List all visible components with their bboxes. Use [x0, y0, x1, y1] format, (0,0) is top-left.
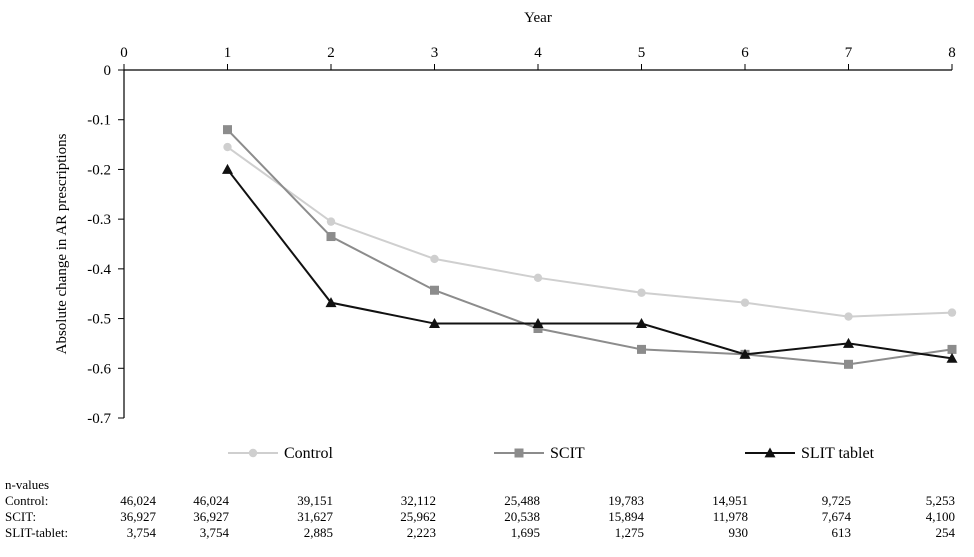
- series-scit: [223, 125, 957, 369]
- n-values-cell: 4,100: [925, 509, 955, 524]
- data-point-slit-tablet: [222, 163, 233, 174]
- n-values-cell: 20,538: [504, 509, 540, 524]
- n-values-table: n-values Control: 46,024 46,024 39,151 32,11…: [5, 477, 965, 541]
- data-point-scit: [947, 344, 957, 354]
- n-values-cell: 14,951: [712, 493, 748, 508]
- n-values-row: SLIT-tablet: 3,754 3,754 2,885 2,223 1,695 1,2…: [5, 525, 965, 541]
- data-point-scit: [844, 359, 853, 369]
- y-tick-label: -0.6: [87, 361, 111, 377]
- n-values-cell: 11,978: [712, 509, 748, 524]
- data-point-scit: [637, 344, 646, 354]
- y-tick-label: -0.1: [87, 113, 111, 129]
- legend: Control SCIT SLIT tablet: [228, 445, 875, 462]
- data-point-scit: [223, 125, 232, 135]
- data-point-slit-tablet: [843, 337, 854, 348]
- n-values-cell: 2,885: [303, 525, 333, 540]
- y-tick-label: 0: [104, 63, 112, 79]
- y-tick-label: -0.4: [87, 262, 111, 278]
- legend-item-slit-tablet: SLIT tablet: [745, 445, 875, 462]
- n-values-row: Control: 46,024 46,024 39,151 32,112 25,488 19…: [5, 493, 965, 509]
- y-tick-label: -0.2: [87, 162, 111, 178]
- data-point-control: [533, 273, 543, 283]
- data-point-slit-tablet: [325, 297, 337, 308]
- data-point-slit-tablet: [532, 318, 544, 328]
- n-values-cell: 2,223: [406, 525, 436, 540]
- series-slit-tablet: [222, 163, 958, 363]
- x-tick-label: 4: [534, 45, 542, 61]
- data-point-slit-tablet: [429, 318, 440, 328]
- n-values-cell: 3,754: [126, 525, 156, 540]
- n-values-cell: 25,488: [504, 493, 540, 508]
- legend-marker-control: [248, 448, 258, 458]
- n-values-cell: 9,725: [821, 493, 851, 508]
- series-control: [223, 142, 957, 321]
- x-tick-label: 1: [224, 45, 232, 61]
- data-point-scit: [326, 232, 336, 242]
- data-point-control: [740, 298, 750, 307]
- n-values-rows: Control: 46,024 46,024 39,151 32,112 25,488 19…: [5, 493, 965, 541]
- n-values-cell: 46,024: [193, 493, 229, 508]
- data-point-slit-tablet: [946, 352, 958, 363]
- n-values-cell: 5,253: [925, 493, 955, 508]
- legend-item-control: Control: [228, 445, 333, 462]
- n-values-title: n-values: [5, 477, 50, 492]
- data-point-control: [844, 312, 853, 321]
- n-values-cell: 39,151: [297, 493, 333, 508]
- axes: 0 1 2 3 4 5 6 7 8 0 -0.1 -0.2 -0.3 -0.4 -0.5 -0.6 -0.7: [87, 45, 956, 427]
- data-point-control: [947, 308, 957, 317]
- n-values-cell: 15,894: [608, 509, 644, 524]
- data-point-scit: [430, 285, 439, 295]
- n-values-cell: 3,754: [199, 525, 229, 540]
- data-point-slit-tablet: [636, 318, 647, 328]
- n-values-cell: 31,627: [297, 509, 333, 524]
- series-line-slit-tablet: [226, 168, 953, 360]
- y-tick-label: -0.5: [87, 312, 111, 328]
- legend-label-control: Control: [284, 445, 333, 462]
- n-values-cell: 32,112: [400, 493, 436, 508]
- n-values-cell: 1,695: [510, 525, 540, 540]
- series-line-control: [226, 146, 953, 318]
- n-values-cell: 19,783: [608, 493, 644, 508]
- legend-marker-scit: [514, 448, 524, 458]
- data-point-control: [430, 254, 439, 264]
- legend-marker-slit-tablet: [764, 447, 776, 458]
- n-values-cell: 46,024: [120, 493, 156, 508]
- n-values-cell: 613: [831, 525, 852, 540]
- n-values-row-label: Control:: [5, 493, 49, 508]
- n-values-row-label: SLIT-tablet:: [5, 525, 69, 540]
- data-point-scit: [533, 324, 543, 334]
- x-axis-title: Year: [524, 10, 552, 26]
- legend-item-scit: SCIT: [494, 445, 585, 462]
- x-tick-label: 3: [431, 45, 439, 61]
- x-tick-label: 8: [948, 45, 956, 61]
- n-values-cell: 254: [935, 525, 956, 540]
- x-tick-label: 0: [120, 45, 128, 61]
- data-point-control: [223, 142, 232, 152]
- x-tick-label: 6: [741, 45, 749, 61]
- series-layer: [222, 125, 958, 369]
- x-tick-label: 7: [845, 45, 853, 61]
- n-values-cell: 930: [728, 525, 749, 540]
- data-point-control: [326, 217, 336, 226]
- line-chart: Year Absolute change in AR prescriptions…: [54, 10, 958, 462]
- n-values-row-label: SCIT:: [5, 509, 37, 524]
- x-tick-label: 5: [638, 45, 646, 61]
- y-axis-title: Absolute change in AR prescriptions: [54, 133, 70, 354]
- x-tick-label: 2: [327, 45, 335, 61]
- legend-label-slit-tablet: SLIT tablet: [801, 445, 875, 462]
- y-tick-label: -0.7: [87, 411, 111, 427]
- y-tick-label: -0.3: [87, 212, 111, 228]
- n-values-cell: 1,275: [614, 525, 644, 540]
- legend-label-scit: SCIT: [550, 445, 585, 462]
- data-point-control: [637, 288, 646, 297]
- n-values-row: SCIT: 36,927 36,927 31,627 25,962 20,538 15,89…: [5, 509, 965, 525]
- n-values-cell: 36,927: [120, 509, 156, 524]
- n-values-cell: 25,962: [400, 509, 436, 524]
- data-point-slit-tablet: [739, 348, 751, 359]
- n-values-cell: 36,927: [193, 509, 229, 524]
- n-values-cell: 7,674: [821, 509, 851, 524]
- series-line-scit: [226, 128, 953, 366]
